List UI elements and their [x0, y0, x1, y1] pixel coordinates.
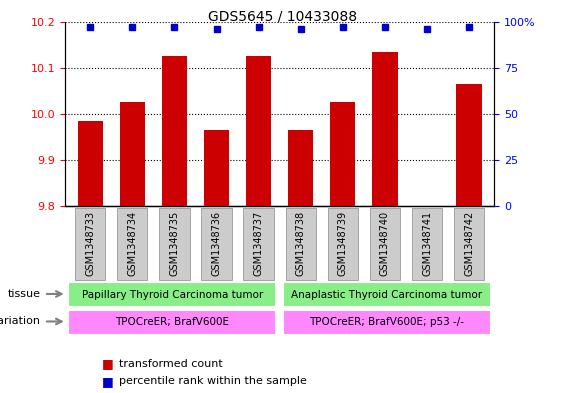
Text: GSM1348736: GSM1348736 — [211, 211, 221, 276]
Text: TPOCreER; BrafV600E; p53 -/-: TPOCreER; BrafV600E; p53 -/- — [310, 317, 464, 327]
Text: percentile rank within the sample: percentile rank within the sample — [119, 376, 307, 386]
FancyBboxPatch shape — [328, 208, 358, 279]
Text: GSM1348733: GSM1348733 — [85, 211, 95, 276]
FancyBboxPatch shape — [159, 208, 190, 279]
Text: GSM1348742: GSM1348742 — [464, 211, 474, 276]
FancyBboxPatch shape — [68, 282, 276, 307]
Bar — [204, 130, 229, 206]
Bar — [372, 51, 398, 206]
Text: GDS5645 / 10433088: GDS5645 / 10433088 — [208, 10, 357, 24]
FancyBboxPatch shape — [283, 282, 491, 307]
FancyBboxPatch shape — [201, 208, 232, 279]
Bar — [162, 56, 187, 206]
Text: genotype/variation: genotype/variation — [0, 316, 41, 327]
Text: GSM1348740: GSM1348740 — [380, 211, 390, 276]
FancyBboxPatch shape — [412, 208, 442, 279]
Text: ■: ■ — [102, 357, 114, 370]
Text: transformed count: transformed count — [119, 358, 223, 369]
Bar — [120, 103, 145, 206]
Bar — [246, 56, 271, 206]
Text: GSM1348741: GSM1348741 — [422, 211, 432, 276]
Bar — [77, 121, 103, 206]
FancyBboxPatch shape — [283, 310, 491, 334]
Text: Papillary Thyroid Carcinoma tumor: Papillary Thyroid Carcinoma tumor — [82, 290, 263, 300]
FancyBboxPatch shape — [244, 208, 274, 279]
Text: GSM1348737: GSM1348737 — [254, 211, 264, 276]
Text: GSM1348738: GSM1348738 — [295, 211, 306, 276]
Bar — [457, 84, 482, 206]
FancyBboxPatch shape — [454, 208, 484, 279]
FancyBboxPatch shape — [117, 208, 147, 279]
FancyBboxPatch shape — [68, 310, 276, 334]
Bar — [288, 130, 314, 206]
FancyBboxPatch shape — [75, 208, 106, 279]
FancyBboxPatch shape — [370, 208, 400, 279]
FancyBboxPatch shape — [285, 208, 316, 279]
Text: ■: ■ — [102, 375, 114, 388]
Text: GSM1348734: GSM1348734 — [127, 211, 137, 276]
Text: GSM1348735: GSM1348735 — [170, 211, 180, 276]
Text: tissue: tissue — [8, 289, 41, 299]
Text: Anaplastic Thyroid Carcinoma tumor: Anaplastic Thyroid Carcinoma tumor — [292, 290, 483, 300]
Bar — [330, 103, 355, 206]
Text: GSM1348739: GSM1348739 — [338, 211, 348, 276]
Text: TPOCreER; BrafV600E: TPOCreER; BrafV600E — [115, 317, 229, 327]
